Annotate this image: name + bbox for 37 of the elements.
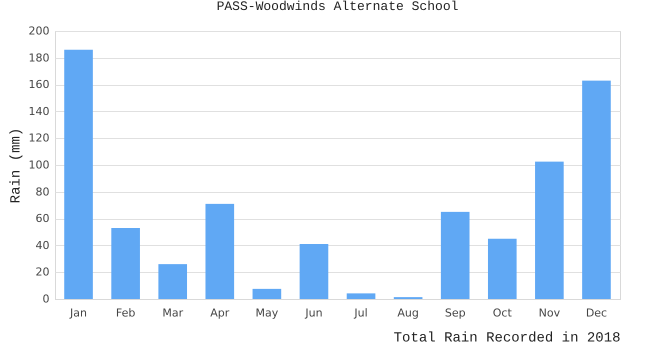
x-tick-label: Aug [397,306,419,320]
bar [300,244,328,299]
bar [252,288,282,299]
x-tick-label: Feb [116,306,136,320]
chart-title: PASS-Woodwinds Alternate School [216,0,459,14]
y-tick-label: 180 [28,51,50,64]
bar [64,50,93,299]
bar [158,264,188,299]
bar [205,204,234,299]
y-tick-label: 0 [42,292,50,306]
bar [488,238,517,299]
bar [535,162,564,299]
x-tick-label: Oct [492,306,512,320]
bar [440,212,470,299]
y-tick-label: 60 [36,212,50,226]
y-axis-title: Rain (mm) [8,128,25,204]
x-tick-label: Jul [353,306,368,320]
x-tick-label: Jun [304,306,323,320]
x-axis-title: Total Rain Recorded in 2018 [394,330,620,346]
x-tick-label: Nov [538,306,561,320]
bar [111,228,140,299]
x-tick-label: Jan [69,306,88,320]
y-tick-label: 200 [28,24,50,38]
bar [582,80,611,299]
bar [346,293,376,299]
x-tick-label: May [256,306,279,320]
x-tick-label: Mar [162,306,184,320]
y-tick-label: 80 [36,185,50,198]
y-tick-label: 160 [28,78,50,92]
y-tick-label: 100 [28,158,50,172]
y-tick-label: 40 [36,238,50,252]
x-tick-label: Apr [210,306,230,320]
x-tick-label: Dec [586,306,608,320]
y-tick-label: 20 [36,266,50,279]
y-tick-label: 120 [28,132,50,145]
x-tick-label: Sep [444,306,466,320]
y-tick-label: 140 [28,104,50,118]
